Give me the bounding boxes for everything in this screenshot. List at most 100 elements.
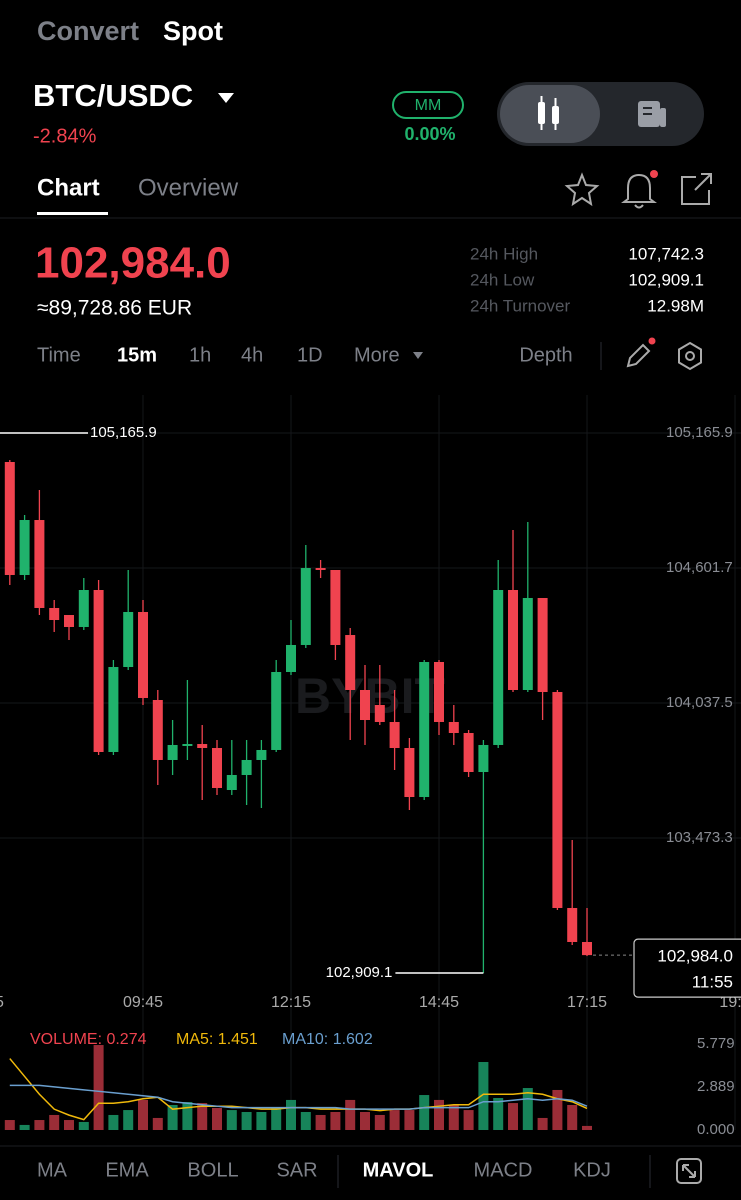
y-tick-label: 2.889	[697, 1078, 735, 1095]
candle-body	[137, 611, 148, 698]
chart-tab[interactable]: Chart	[37, 174, 100, 201]
candle-body	[434, 662, 445, 722]
volume-bar	[552, 1089, 563, 1130]
depth[interactable]: Depth	[519, 344, 572, 366]
volume-bar	[360, 1111, 371, 1130]
convert-tab[interactable]: Convert	[37, 16, 139, 46]
fiat-price: ≈89,728.86 EUR	[37, 297, 192, 320]
candle-body	[123, 611, 134, 668]
candle-body	[4, 462, 15, 575]
candle-body	[78, 589, 89, 627]
bell-dot	[650, 170, 658, 178]
volume-bar	[493, 1098, 504, 1130]
toggle-active[interactable]	[500, 85, 600, 143]
candle-body	[212, 748, 223, 788]
share-icon[interactable]	[681, 173, 712, 205]
y-tick-label: 104,037.5	[666, 694, 733, 711]
y-tick-label: 0.000	[697, 1121, 735, 1138]
settings-icon[interactable]	[678, 341, 702, 371]
volume-bar	[78, 1121, 89, 1130]
candle-body	[330, 569, 341, 645]
pair[interactable]: BTC/USDC	[33, 78, 193, 113]
volume-bar	[226, 1110, 237, 1130]
last-price: 102,984.0	[35, 239, 231, 288]
volume-bar	[374, 1114, 385, 1130]
y-tick-label: 5.779	[697, 1035, 735, 1052]
indicator-tab[interactable]: KDJ	[573, 1159, 611, 1181]
candle-body	[93, 589, 104, 752]
volume-bar	[63, 1120, 74, 1130]
indicator-tab[interactable]: SAR	[276, 1159, 317, 1181]
volume-bar	[300, 1111, 311, 1130]
volume-bar	[419, 1095, 430, 1130]
candle-body	[389, 721, 400, 749]
volume-bar	[34, 1120, 45, 1130]
volume-bar	[434, 1099, 445, 1130]
spot-tab[interactable]: Spot	[163, 16, 223, 46]
indicator-tab[interactable]: BOLL	[187, 1159, 238, 1181]
indicator-tab[interactable]: EMA	[105, 1159, 149, 1181]
candle-body	[256, 749, 267, 760]
candle-icon	[538, 96, 559, 130]
volume-chart: 5.779 2.889 0.000 VOLUME: 0.274 MA5: 1.451 MA…	[4, 1031, 735, 1138]
candle-body	[508, 589, 519, 690]
star-icon[interactable]	[564, 172, 600, 207]
stat-label: 24h Low	[470, 270, 535, 289]
interval[interactable]: 1h	[189, 344, 211, 366]
candle-body	[63, 615, 74, 627]
volume-bar	[93, 1045, 104, 1130]
interval[interactable]: 1D	[297, 344, 323, 366]
indicator-tab[interactable]: MAVOL	[363, 1159, 434, 1181]
interval[interactable]: 4h	[241, 344, 263, 366]
candle-body	[286, 644, 297, 673]
legend-entry: MA5: 1.451	[176, 1031, 258, 1048]
candle-body	[463, 732, 474, 773]
candle-body	[182, 744, 193, 746]
pair-dropdown[interactable]	[218, 93, 234, 103]
volume-bar	[137, 1099, 148, 1130]
interval[interactable]: More	[354, 344, 400, 366]
stats: 24h High 107,742.3 24h Low 102,909.1 24h Tur…	[470, 244, 704, 315]
volume-bar	[212, 1107, 223, 1130]
volume-bar	[108, 1114, 119, 1130]
bell-icon[interactable]	[621, 173, 657, 209]
last-price-label: 102,984.0	[657, 947, 733, 966]
candle-body	[152, 700, 163, 760]
y-tick-label: 104,601.7	[666, 559, 733, 576]
badge[interactable]	[392, 91, 464, 119]
x-tick-label: 14:45	[419, 994, 459, 1011]
legend-entry: MA10: 1.602	[282, 1031, 373, 1048]
candle-body	[241, 759, 252, 775]
pencil-icon[interactable]	[626, 343, 651, 368]
badge-text[interactable]: MM	[415, 97, 442, 114]
volume-bar	[167, 1105, 178, 1130]
candle-body	[300, 568, 311, 645]
badge-change: 0.00%	[404, 124, 455, 144]
y-tick-label: 105,165.9	[666, 424, 733, 441]
stat-label: 24h High	[470, 244, 538, 263]
low-marker-label: 102,909.1	[326, 964, 393, 981]
volume-bar	[271, 1107, 282, 1130]
interval[interactable]: 15m	[117, 344, 157, 366]
list-icon[interactable]	[638, 101, 666, 127]
indicator-tab[interactable]: MACD	[474, 1159, 533, 1181]
candle-body	[537, 597, 548, 693]
price-chart: 15 09:45 12:15 14:45 17:15 19:4 105,165.9 104,6…	[0, 395, 741, 1130]
overview-tab[interactable]: Overview	[138, 174, 239, 201]
volume-bar	[404, 1110, 415, 1130]
candle-body	[271, 672, 282, 750]
x-tick-label: 15	[0, 994, 4, 1011]
fullscreen-arrows	[682, 1164, 696, 1178]
x-tick-label: 19:4	[719, 994, 741, 1011]
legend-entry: VOLUME: 0.274	[30, 1031, 147, 1048]
volume-bar	[49, 1114, 60, 1130]
volume-bar	[508, 1103, 519, 1130]
candle-body	[197, 744, 208, 749]
stat-value: 12.98M	[647, 296, 704, 315]
fullscreen-icon[interactable]	[676, 1158, 702, 1184]
volume-bar	[567, 1105, 578, 1130]
tab-underline	[37, 212, 108, 215]
interval[interactable]: Time	[37, 344, 81, 366]
indicator-tab[interactable]: MA	[37, 1159, 68, 1181]
